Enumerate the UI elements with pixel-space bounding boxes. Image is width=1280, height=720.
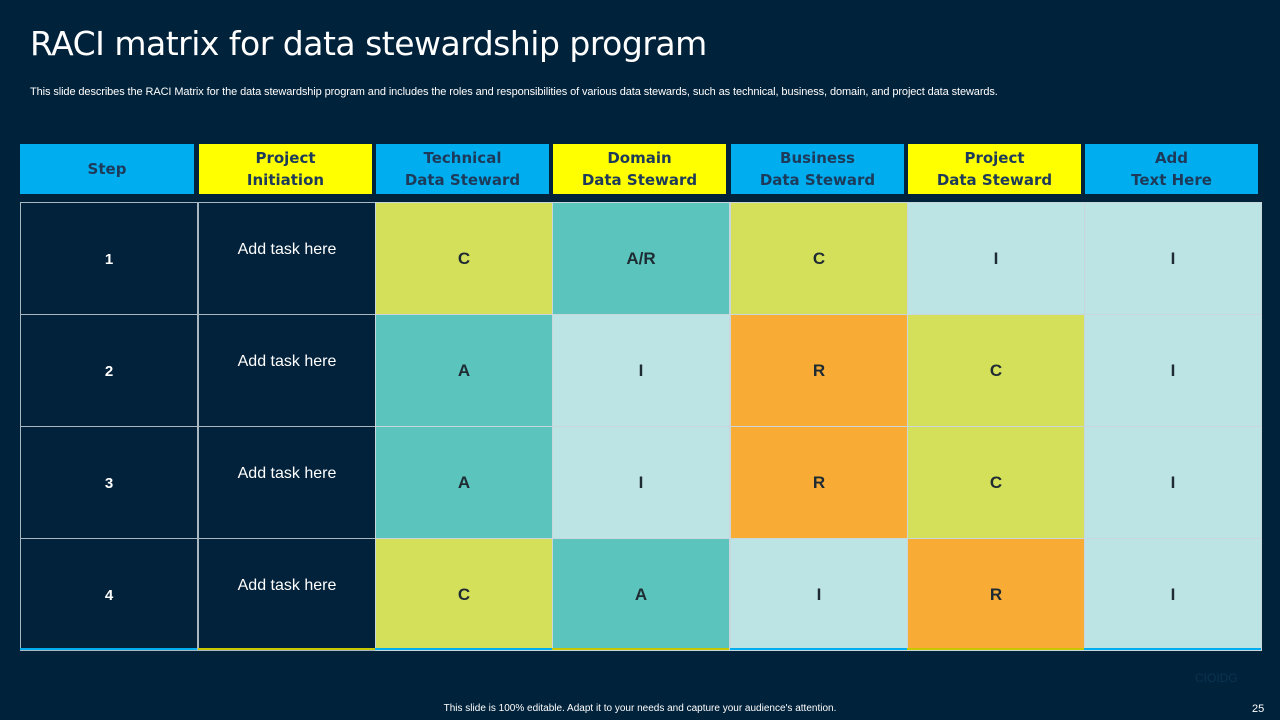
raci-cell-c: C [907, 426, 1085, 539]
raci-cell-i: I [1084, 426, 1262, 539]
slide-subtitle: This slide describes the RACI Matrix for… [30, 86, 998, 98]
slide-title: RACI matrix for data stewardship program [30, 24, 707, 63]
bottom-border-segment [730, 648, 907, 650]
raci-cell-c: C [730, 202, 908, 315]
header-cell: Business Data Steward [731, 144, 904, 194]
raci-cell-a: A/R [552, 202, 730, 315]
bottom-border-segment [198, 648, 375, 650]
header-cell: Step [20, 144, 194, 194]
raci-cell-i: I [1084, 538, 1262, 651]
step-cell: 1 [20, 202, 198, 315]
step-cell: 3 [20, 426, 198, 539]
header-cell: Project Data Steward [908, 144, 1081, 194]
raci-cell-r: R [730, 426, 908, 539]
task-cell: Add task here [198, 314, 376, 427]
raci-cell-r: R [730, 314, 908, 427]
raci-cell-a: A [375, 426, 553, 539]
step-cell: 4 [20, 538, 198, 651]
raci-cell-i: I [907, 202, 1085, 315]
header-cell: Technical Data Steward [376, 144, 549, 194]
task-cell: Add task here [198, 426, 376, 539]
raci-cell-c: C [375, 538, 553, 651]
header-cell: Domain Data Steward [553, 144, 726, 194]
raci-cell-r: R [907, 538, 1085, 651]
bottom-border-segment [907, 648, 1084, 650]
raci-header-row: Step Project Initiation Technical Data Ste… [20, 144, 1261, 194]
bottom-border-segment [552, 648, 729, 650]
header-cell: Project Initiation [199, 144, 372, 194]
raci-matrix: 1 Add task here C A/R C I I 2 Add task here A I R C I… [20, 202, 1262, 651]
task-cell: Add task here [198, 538, 376, 651]
raci-cell-c: C [375, 202, 553, 315]
task-cell: Add task here [198, 202, 376, 315]
raci-cell-i: I [552, 314, 730, 427]
raci-cell-a: A [552, 538, 730, 651]
raci-cell-i: I [1084, 314, 1262, 427]
raci-cell-i: I [1084, 202, 1262, 315]
step-cell: 2 [20, 314, 198, 427]
bottom-border-segment [1084, 648, 1261, 650]
raci-cell-a: A [375, 314, 553, 427]
raci-cell-i: I [552, 426, 730, 539]
watermark: CIOIDG [1195, 671, 1238, 685]
header-cell: Add Text Here [1085, 144, 1258, 194]
bottom-border-segment [375, 648, 552, 650]
table-bottom-border [20, 648, 1261, 651]
raci-cell-i: I [730, 538, 908, 651]
raci-cell-c: C [907, 314, 1085, 427]
bottom-border-segment [20, 648, 197, 650]
slide-footer: This slide is 100% editable. Adapt it to… [443, 703, 837, 714]
page-number: 25 [1252, 703, 1265, 715]
